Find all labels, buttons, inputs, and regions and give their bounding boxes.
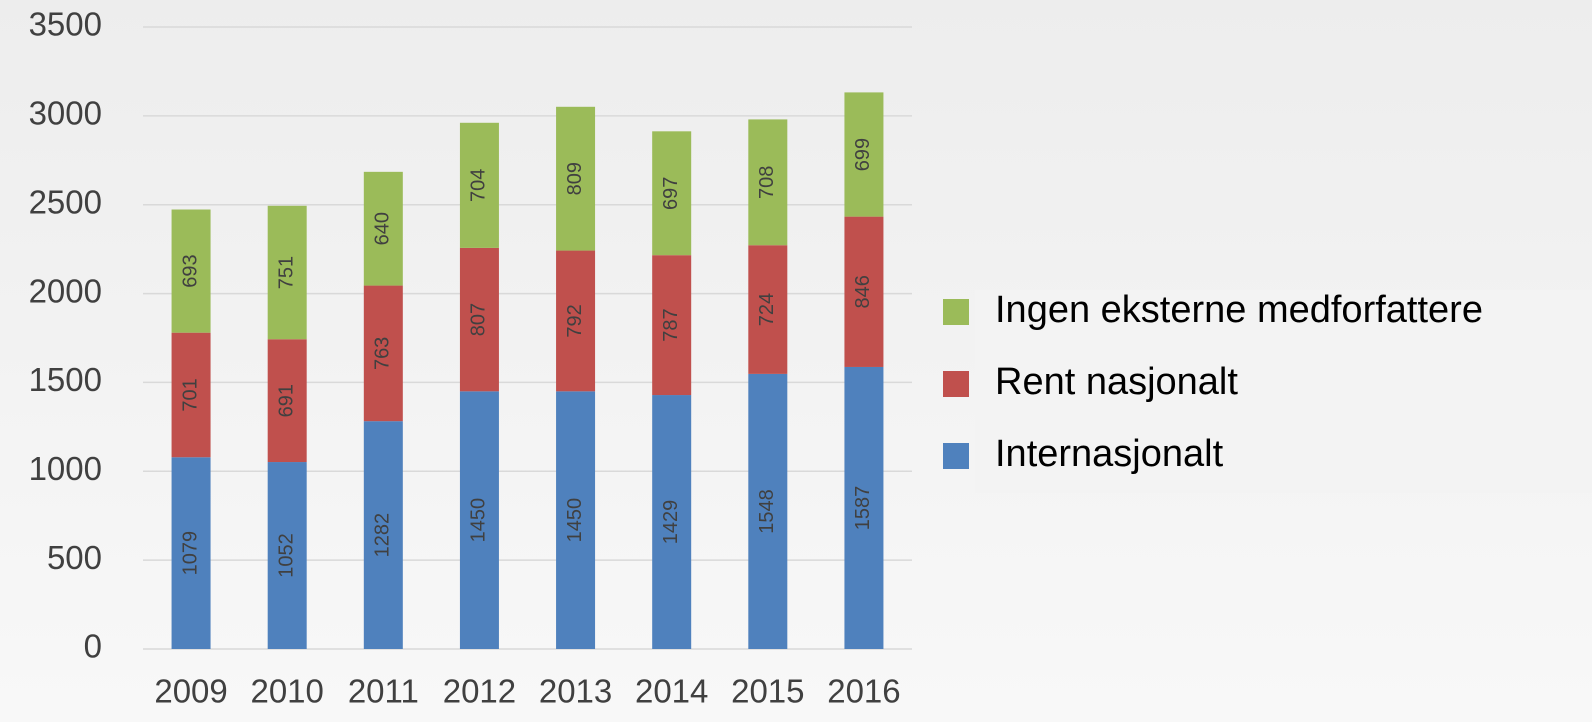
data-label: 792 (564, 304, 586, 337)
bar-segment (652, 395, 692, 649)
bar-segment (363, 421, 403, 649)
data-label: 787 (660, 308, 682, 341)
bar-segment (748, 245, 788, 374)
data-label: 1587 (852, 486, 874, 531)
y-tick-label: 1500 (29, 361, 102, 398)
bar-segment (171, 209, 211, 333)
bar-segment (556, 250, 596, 392)
data-label: 763 (372, 337, 394, 370)
bar-segment (363, 171, 403, 286)
data-label: 1548 (756, 489, 778, 534)
bar-segment (267, 462, 307, 649)
y-tick-label: 3000 (29, 95, 102, 132)
data-label: 1450 (564, 498, 586, 543)
legend-swatch (943, 299, 969, 325)
bar-segment (267, 339, 307, 463)
legend-label: Ingen eksterne medforfattere (995, 289, 1483, 331)
x-tick-label: 2010 (250, 673, 323, 710)
bar-segment (748, 119, 788, 246)
bar-segment (459, 247, 499, 392)
bar-segment (459, 122, 499, 248)
x-tick-label: 2011 (348, 673, 419, 710)
bar-segment (556, 106, 596, 251)
legend-label: Internasjonalt (995, 433, 1224, 475)
data-label: 846 (852, 275, 874, 308)
bar-segment (171, 457, 211, 649)
data-label: 751 (275, 256, 297, 289)
x-tick-label: 2013 (539, 673, 612, 710)
bar-segment (844, 216, 884, 367)
x-tick-label: 2016 (827, 673, 900, 710)
bar-segment (844, 366, 884, 649)
x-tick-label: 2012 (443, 673, 516, 710)
data-label: 809 (564, 162, 586, 195)
data-label: 699 (852, 138, 874, 171)
legend-box (975, 290, 1592, 493)
bar-segment (652, 255, 692, 396)
bar-segment (652, 131, 692, 256)
bar-segment (267, 205, 307, 340)
data-label: 697 (660, 177, 682, 210)
legend-swatch (943, 443, 969, 469)
y-tick-label: 3500 (29, 6, 102, 43)
data-label: 693 (179, 254, 201, 287)
bar-segment (459, 391, 499, 649)
data-label: 640 (372, 212, 394, 245)
data-label: 704 (468, 169, 490, 202)
y-tick-label: 1000 (29, 450, 102, 487)
data-label: 724 (756, 293, 778, 326)
y-tick-label: 0 (84, 628, 102, 665)
data-label: 807 (468, 303, 490, 336)
data-label: 1052 (275, 533, 297, 578)
x-tick-label: 2009 (154, 673, 227, 710)
bar-segment (748, 373, 788, 649)
x-tick-label: 2015 (731, 673, 804, 710)
data-label: 691 (275, 384, 297, 417)
data-label: 1429 (660, 500, 682, 545)
bar-segment (171, 332, 211, 458)
x-tick-label: 2014 (635, 673, 708, 710)
legend-label: Rent nasjonalt (995, 361, 1238, 403)
y-tick-label: 500 (47, 539, 102, 576)
bar-segment (844, 92, 884, 217)
bar-segment (556, 391, 596, 649)
data-label: 1450 (468, 498, 490, 543)
y-tick-label: 2000 (29, 272, 102, 309)
y-tick-label: 2500 (29, 183, 102, 220)
data-label: 1079 (179, 531, 201, 576)
bar-segment (363, 285, 403, 422)
data-label: 708 (756, 166, 778, 199)
legend-swatch (943, 371, 969, 397)
data-label: 1282 (372, 513, 394, 558)
data-label: 701 (179, 378, 201, 411)
